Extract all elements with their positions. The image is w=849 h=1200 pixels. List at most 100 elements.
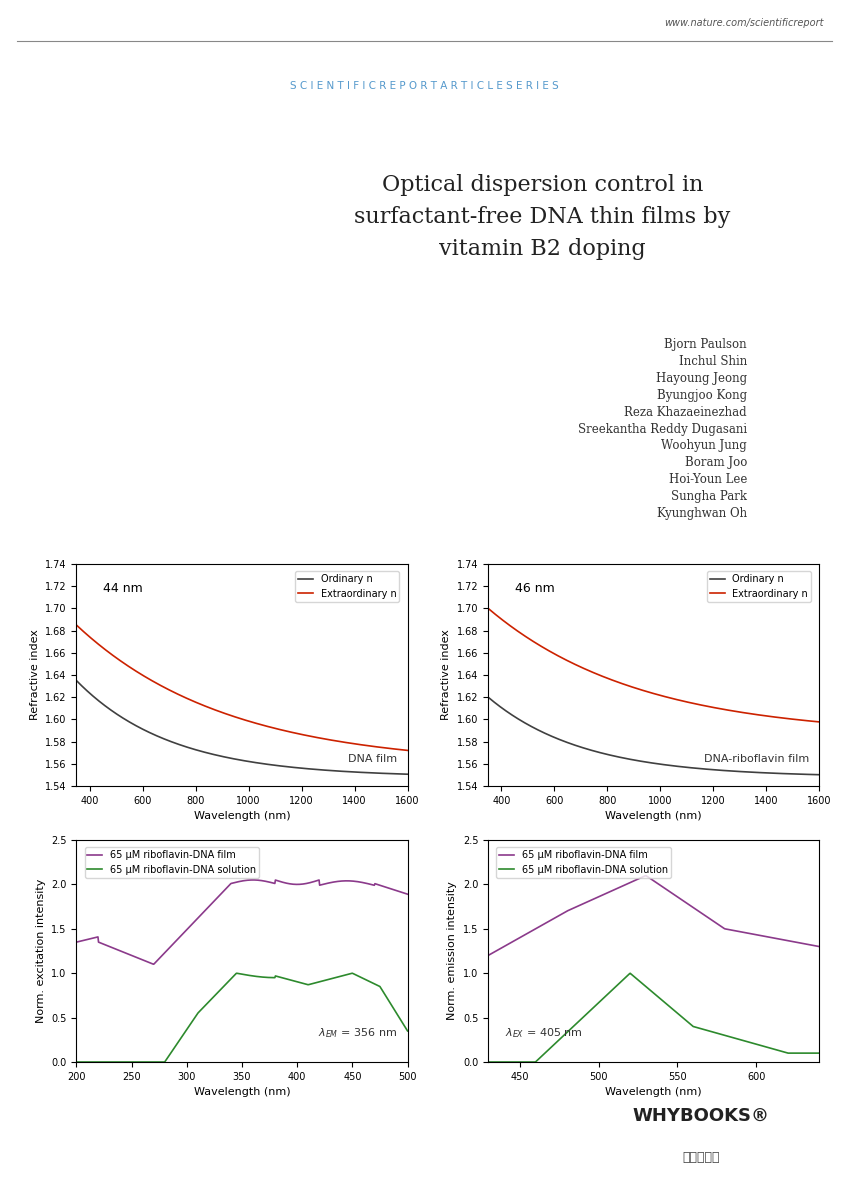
Extraordinary n xyxy=(643,684,653,698)
65 μM riboflavin-DNA solution xyxy=(267,971,277,985)
65 μM riboflavin-DNA solution xyxy=(641,979,651,994)
Ordinary n xyxy=(402,767,413,781)
65 μM riboflavin-DNA film xyxy=(248,872,258,887)
Extraordinary n xyxy=(640,684,650,698)
Y-axis label: Refractive index: Refractive index xyxy=(441,630,452,720)
Line: Ordinary n: Ordinary n xyxy=(76,680,408,774)
Text: Bjorn Paulson: Bjorn Paulson xyxy=(665,338,747,350)
Text: Sungha Park: Sungha Park xyxy=(671,490,747,503)
X-axis label: Wavelength (nm): Wavelength (nm) xyxy=(194,1087,290,1097)
65 μM riboflavin-DNA film xyxy=(157,948,167,962)
Text: S C I E N T I F I C R E P O R T A R T I C L E S E R I E S: S C I E N T I F I C R E P O R T A R T I … xyxy=(290,80,559,90)
Text: Optical dispersion control in
surfactant-free DNA thin films by
vitamin B2 dopin: Optical dispersion control in surfactant… xyxy=(354,174,731,260)
Line: 65 μM riboflavin-DNA solution: 65 μM riboflavin-DNA solution xyxy=(488,973,819,1062)
X-axis label: Wavelength (nm): Wavelength (nm) xyxy=(605,1087,702,1097)
65 μM riboflavin-DNA film xyxy=(222,881,232,895)
Ordinary n xyxy=(231,752,241,767)
Extraordinary n xyxy=(395,743,405,757)
Text: 44 nm: 44 nm xyxy=(103,582,143,595)
Text: Kyunghwan Oh: Kyunghwan Oh xyxy=(657,508,747,520)
Ordinary n xyxy=(755,766,765,780)
65 μM riboflavin-DNA film xyxy=(755,929,765,943)
Ordinary n xyxy=(228,751,239,766)
Text: Hoi-Youn Lee: Hoi-Youn Lee xyxy=(669,473,747,486)
X-axis label: Wavelength (nm): Wavelength (nm) xyxy=(605,811,702,821)
65 μM riboflavin-DNA film xyxy=(681,895,691,910)
Text: $\lambda_{EX}$ = 405 nm: $\lambda_{EX}$ = 405 nm xyxy=(504,1026,582,1039)
Text: 46 nm: 46 nm xyxy=(514,582,554,595)
65 μM riboflavin-DNA film xyxy=(814,940,824,954)
Extraordinary n xyxy=(228,709,239,724)
65 μM riboflavin-DNA film xyxy=(322,876,332,890)
Ordinary n xyxy=(814,768,824,782)
Text: $\lambda_{EM}$ = 356 nm: $\lambda_{EM}$ = 356 nm xyxy=(318,1026,397,1039)
Extraordinary n xyxy=(71,618,82,632)
65 μM riboflavin-DNA film xyxy=(71,935,82,949)
65 μM riboflavin-DNA solution xyxy=(130,1055,140,1069)
65 μM riboflavin-DNA solution xyxy=(402,1024,413,1038)
65 μM riboflavin-DNA film xyxy=(483,948,493,962)
65 μM riboflavin-DNA film xyxy=(663,883,673,898)
65 μM riboflavin-DNA solution xyxy=(625,966,635,980)
65 μM riboflavin-DNA film xyxy=(640,869,650,883)
Legend: Ordinary n, Extraordinary n: Ordinary n, Extraordinary n xyxy=(707,571,811,601)
65 μM riboflavin-DNA solution xyxy=(807,1046,817,1061)
65 μM riboflavin-DNA solution xyxy=(347,966,357,980)
Extraordinary n xyxy=(814,715,824,730)
Ordinary n xyxy=(680,760,690,774)
65 μM riboflavin-DNA solution xyxy=(663,998,673,1013)
65 μM riboflavin-DNA solution xyxy=(483,1055,493,1069)
65 μM riboflavin-DNA solution xyxy=(321,973,331,988)
Y-axis label: Norm. emission intensity: Norm. emission intensity xyxy=(447,882,458,1020)
Ordinary n xyxy=(662,758,672,773)
65 μM riboflavin-DNA film xyxy=(641,869,651,883)
Legend: 65 μM riboflavin-DNA film, 65 μM riboflavin-DNA solution: 65 μM riboflavin-DNA film, 65 μM ribofla… xyxy=(497,847,671,877)
65 μM riboflavin-DNA solution xyxy=(71,1055,82,1069)
65 μM riboflavin-DNA solution xyxy=(292,974,302,989)
Text: Inchul Shin: Inchul Shin xyxy=(679,355,747,368)
Extraordinary n xyxy=(662,690,672,704)
Extraordinary n xyxy=(343,736,353,750)
Ordinary n xyxy=(483,690,493,704)
Ordinary n xyxy=(643,755,653,769)
65 μM riboflavin-DNA film xyxy=(294,877,304,892)
Line: 65 μM riboflavin-DNA film: 65 μM riboflavin-DNA film xyxy=(488,876,819,955)
Ordinary n xyxy=(395,767,405,781)
Text: DNA-riboflavin film: DNA-riboflavin film xyxy=(704,754,809,764)
Legend: 65 μM riboflavin-DNA film, 65 μM riboflavin-DNA solution: 65 μM riboflavin-DNA film, 65 μM ribofla… xyxy=(85,847,259,877)
Text: Sreekantha Reddy Dugasani: Sreekantha Reddy Dugasani xyxy=(578,422,747,436)
Extraordinary n xyxy=(807,714,817,728)
65 μM riboflavin-DNA film xyxy=(643,870,653,884)
Text: DNA film: DNA film xyxy=(348,754,397,764)
Y-axis label: Refractive index: Refractive index xyxy=(30,630,40,720)
Text: 주와이북스: 주와이북스 xyxy=(683,1151,720,1164)
65 μM riboflavin-DNA solution xyxy=(814,1046,824,1061)
Extraordinary n xyxy=(755,708,765,722)
65 μM riboflavin-DNA solution xyxy=(643,982,653,996)
65 μM riboflavin-DNA film xyxy=(130,949,140,964)
Y-axis label: Norm. excitation intensity: Norm. excitation intensity xyxy=(36,878,46,1024)
Line: Extraordinary n: Extraordinary n xyxy=(488,608,819,722)
Extraordinary n xyxy=(402,743,413,757)
Ordinary n xyxy=(640,755,650,769)
65 μM riboflavin-DNA film xyxy=(267,876,278,890)
Ordinary n xyxy=(343,764,353,779)
65 μM riboflavin-DNA solution xyxy=(755,1038,765,1052)
65 μM riboflavin-DNA film xyxy=(807,938,817,953)
Line: Extraordinary n: Extraordinary n xyxy=(76,625,408,750)
Ordinary n xyxy=(268,758,278,773)
Text: Reza Khazaeinezhad: Reza Khazaeinezhad xyxy=(625,406,747,419)
65 μM riboflavin-DNA solution xyxy=(156,1055,166,1069)
Text: Byungjoo Kong: Byungjoo Kong xyxy=(657,389,747,402)
Legend: Ordinary n, Extraordinary n: Ordinary n, Extraordinary n xyxy=(295,571,399,601)
X-axis label: Wavelength (nm): Wavelength (nm) xyxy=(194,811,290,821)
65 μM riboflavin-DNA film xyxy=(402,887,413,901)
Text: Woohyun Jung: Woohyun Jung xyxy=(661,439,747,452)
Text: WHYBOOKS®: WHYBOOKS® xyxy=(633,1106,769,1124)
Ordinary n xyxy=(250,755,261,769)
Text: Hayoung Jeong: Hayoung Jeong xyxy=(656,372,747,385)
Text: www.nature.com/scientificreport: www.nature.com/scientificreport xyxy=(664,18,824,28)
Extraordinary n xyxy=(250,716,261,731)
Extraordinary n xyxy=(680,695,690,709)
Extraordinary n xyxy=(231,710,241,725)
